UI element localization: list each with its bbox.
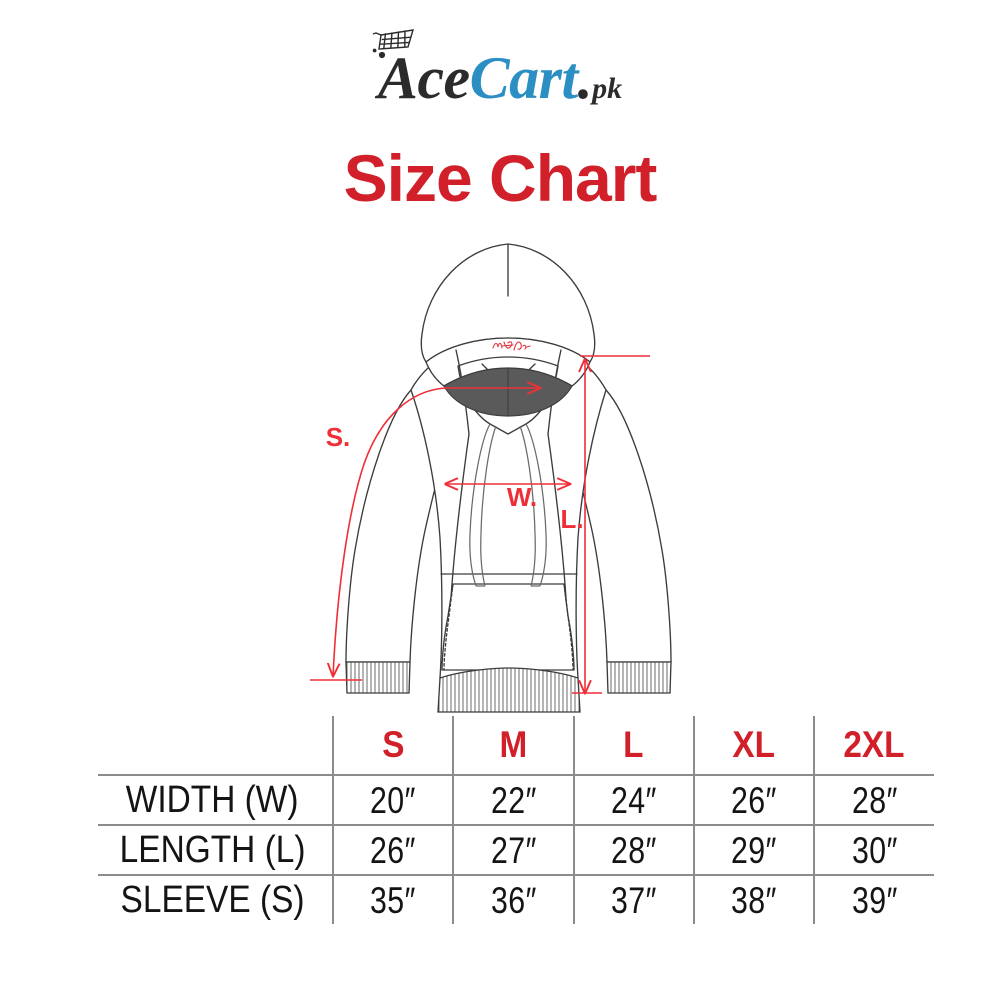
size-column-header-xl: XL: [692, 716, 814, 775]
size-table-body: WIDTH (W) 20″ 22″ 24″ 26″ 28″ LENGTH (L)…: [98, 774, 934, 924]
hoodie-body-outline: [345, 243, 672, 679]
size-column-header-l: L: [572, 716, 694, 775]
row-label-text-sleeve: SLEEVE (S): [120, 879, 305, 921]
table-row: WIDTH (W) 20″ 22″ 24″ 26″ 28″: [98, 774, 934, 825]
cell-width-m: 22″: [452, 774, 574, 825]
width-measure-label: W.: [507, 482, 537, 512]
cell-width-xl: 26″: [692, 774, 814, 825]
cell-text-sleeve-l: 37″: [610, 879, 657, 921]
cell-text-length-m: 27″: [490, 829, 537, 871]
size-column-header-m: M: [452, 716, 574, 775]
cell-text-sleeve-xl: 38″: [730, 879, 777, 921]
brand-logo: AceCart.pk: [0, 29, 1000, 111]
right-cuff-rib: [606, 661, 672, 694]
size-header-label-l: L: [623, 723, 644, 765]
cell-text-length-l: 28″: [610, 829, 657, 871]
cell-text-sleeve-s: 35″: [370, 879, 417, 921]
left-cuff-rib: [345, 661, 411, 694]
cell-width-2xl: 28″: [812, 774, 934, 825]
cell-sleeve-s: 35″: [332, 874, 454, 924]
cell-text-width-l: 24″: [610, 779, 657, 821]
pocket-stitch-right: [563, 583, 574, 671]
length-measure-label: L.: [560, 504, 583, 534]
cell-text-width-2xl: 28″: [851, 779, 898, 821]
cell-length-2xl: 30″: [812, 824, 934, 875]
size-table-head: S M L XL 2XL: [98, 716, 934, 775]
brand-dot: .: [577, 45, 593, 111]
row-label-text-length: LENGTH (L): [119, 829, 306, 871]
size-header-label-m: M: [499, 723, 528, 765]
row-label-text-width: WIDTH (W): [125, 779, 299, 821]
cell-length-l: 28″: [572, 824, 694, 875]
table-row: SLEEVE (S) 35″ 36″ 37″ 38″ 39″: [98, 874, 934, 924]
table-row: LENGTH (L) 26″ 27″ 28″ 29″ 30″: [98, 824, 934, 875]
neck-script-logo: [492, 341, 531, 351]
row-label-length: LENGTH (L): [98, 824, 334, 875]
size-table: S M L XL 2XL WIDTH (W) 20″ 22″ 24″ 26″ 2…: [98, 716, 934, 924]
brand-part-cart: Cart: [469, 45, 579, 111]
cell-text-length-2xl: 30″: [851, 829, 898, 871]
cell-length-xl: 29″: [692, 824, 814, 875]
size-table-header-row: S M L XL 2XL: [98, 716, 934, 775]
cell-text-width-xl: 26″: [730, 779, 777, 821]
brand-part-pk: pk: [592, 72, 623, 105]
cell-text-sleeve-2xl: 39″: [851, 879, 898, 921]
brand-part-ace: Ace: [377, 45, 470, 111]
cell-text-sleeve-m: 36″: [490, 879, 537, 921]
cell-width-s: 20″: [332, 774, 454, 825]
cell-text-length-s: 26″: [370, 829, 417, 871]
size-header-label-s: S: [382, 723, 405, 765]
size-header-label-2xl: 2XL: [843, 723, 905, 765]
cell-length-m: 27″: [452, 824, 574, 875]
measurement-annotations: [310, 355, 650, 693]
row-label-sleeve: SLEEVE (S): [98, 874, 334, 924]
pocket-stitch-left: [443, 583, 454, 671]
shopping-cart-icon: [372, 29, 414, 59]
cell-length-s: 26″: [332, 824, 454, 875]
drawstrings: [469, 423, 547, 587]
size-table-corner-cell: [98, 716, 333, 775]
size-table-container: S M L XL 2XL WIDTH (W) 20″ 22″ 24″ 26″ 2…: [98, 716, 934, 924]
sleeve-measure-line: [333, 387, 447, 676]
kangaroo-pocket: [441, 583, 575, 671]
cell-width-l: 24″: [572, 774, 694, 825]
cell-sleeve-2xl: 39″: [812, 874, 934, 924]
size-header-label-xl: XL: [732, 723, 776, 765]
cell-text-length-xl: 29″: [730, 829, 777, 871]
page-title: Size Chart: [343, 141, 658, 215]
cell-sleeve-l: 37″: [572, 874, 694, 924]
hoodie-technical-drawing-svg: S. W. L.: [310, 243, 672, 713]
brand-logo-text: AceCart.pk: [372, 29, 623, 111]
hoodie-hem-rib: [437, 667, 581, 713]
cell-sleeve-m: 36″: [452, 874, 574, 924]
cell-text-width-m: 22″: [490, 779, 537, 821]
hoodie-illustration: S. W. L.: [250, 238, 770, 716]
size-column-header-s: S: [332, 716, 454, 775]
sleeve-measure-label: S.: [326, 422, 351, 452]
row-label-width: WIDTH (W): [98, 774, 334, 825]
cell-sleeve-xl: 38″: [692, 874, 814, 924]
size-column-header-2xl: 2XL: [812, 716, 934, 775]
cell-text-width-s: 20″: [370, 779, 417, 821]
